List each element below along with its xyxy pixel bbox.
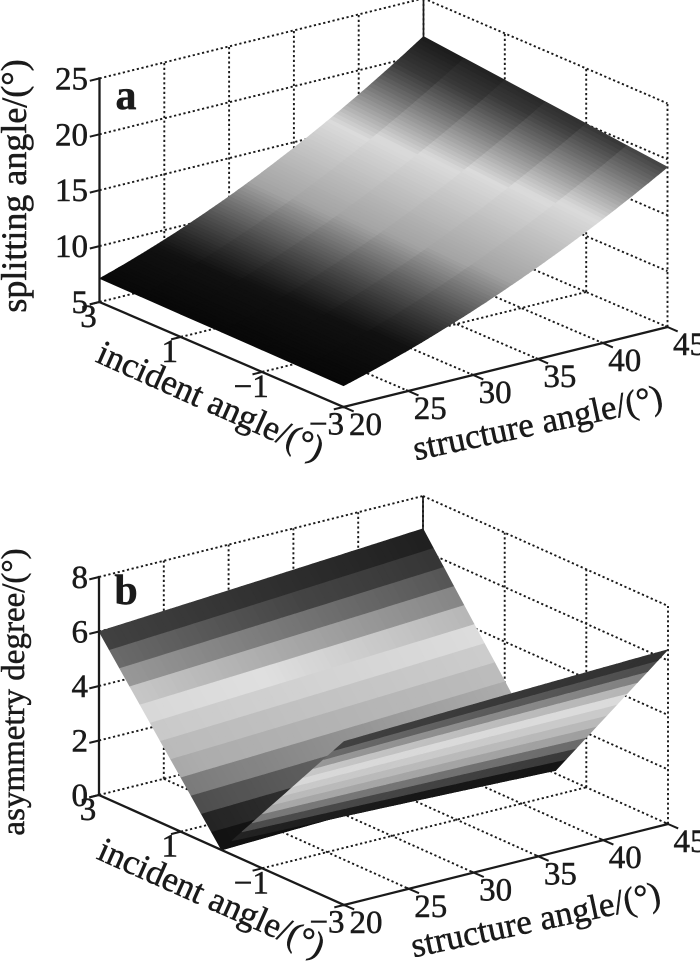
svg-text:splitting angle/(°): splitting angle/(°) <box>0 59 34 312</box>
svg-text:15: 15 <box>55 173 88 209</box>
svg-text:30: 30 <box>479 873 512 909</box>
svg-text:20: 20 <box>349 407 382 443</box>
svg-text:25: 25 <box>55 61 88 97</box>
svg-text:35: 35 <box>543 359 576 395</box>
svg-text:3: 3 <box>80 299 97 335</box>
svg-text:a: a <box>116 73 137 119</box>
svg-text:45: 45 <box>674 824 700 860</box>
svg-text:10: 10 <box>55 229 88 265</box>
svg-text:30: 30 <box>479 375 512 411</box>
svg-text:8: 8 <box>72 560 89 596</box>
svg-text:2: 2 <box>72 724 89 760</box>
svg-text:6: 6 <box>72 615 89 651</box>
svg-text:45: 45 <box>673 327 700 363</box>
svg-text:20: 20 <box>55 117 88 153</box>
svg-text:35: 35 <box>544 856 577 892</box>
svg-text:asymmetry degree/(°): asymmetry degree/(°) <box>0 548 32 835</box>
svg-text:25: 25 <box>414 391 447 427</box>
svg-text:b: b <box>114 568 137 614</box>
svg-text:3: 3 <box>80 792 97 828</box>
svg-text:40: 40 <box>609 840 642 876</box>
svg-text:20: 20 <box>350 905 383 941</box>
svg-text:40: 40 <box>608 343 641 379</box>
svg-text:4: 4 <box>72 669 89 705</box>
